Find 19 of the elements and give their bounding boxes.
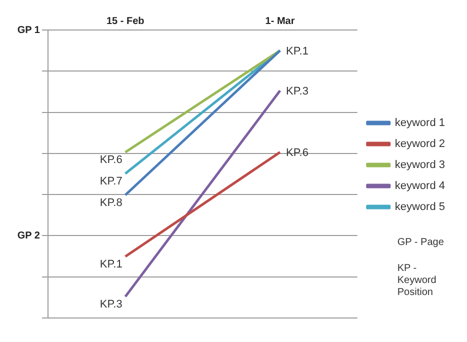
x-tick-label: 1- Mar — [265, 16, 295, 27]
x-tick-label: 15 - Feb — [106, 16, 144, 27]
annotation: KP.6 — [286, 147, 308, 160]
legend-label: keyword 3 — [394, 159, 446, 172]
annotation: KP.3 — [286, 86, 308, 98]
annotation: KP.7 — [100, 176, 122, 188]
legend-label: keyword 4 — [394, 180, 446, 192]
annotation: KP.8 — [100, 197, 122, 210]
legend-label: keyword 5 — [394, 201, 446, 214]
annotation: KP.6 — [100, 154, 122, 166]
text: GP 2 — [17, 230, 40, 242]
annotation: KP.1 — [286, 46, 308, 58]
text: GP - Page — [397, 236, 444, 248]
legend-label: keyword 1 — [394, 117, 446, 130]
annotation: KP.1 — [100, 258, 122, 271]
legend-label: keyword 2 — [394, 138, 446, 150]
text: GP 1 — [17, 24, 40, 36]
text: KP - Keyword Position — [397, 262, 436, 298]
annotation: KP.3 — [100, 298, 122, 311]
